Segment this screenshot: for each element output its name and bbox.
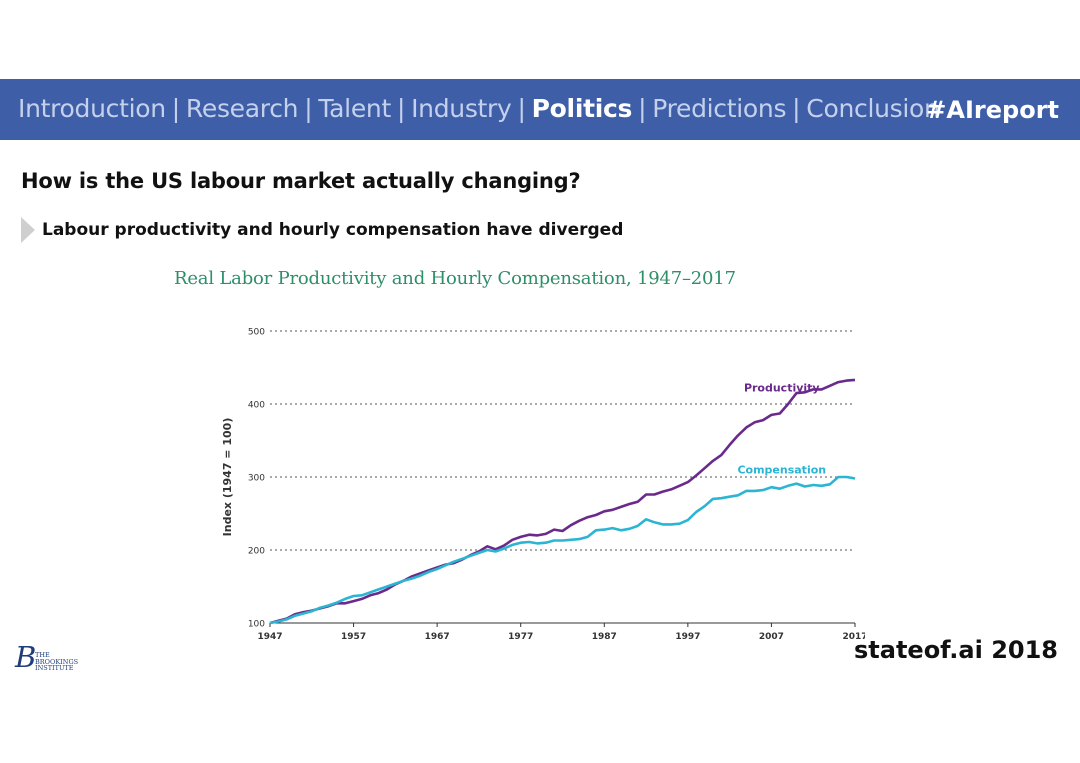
logo-line-1: THE [35, 651, 50, 659]
annotation-productivity: Productivity [744, 381, 820, 394]
nav-separator: | [171, 94, 180, 123]
nav-item-predictions[interactable]: Predictions [652, 94, 787, 123]
y-tick-label: 200 [248, 547, 265, 557]
nav-item-politics[interactable]: Politics [531, 94, 633, 123]
section-nav-items: Introduction | Research | Talent | Industry | Po… [18, 94, 940, 123]
logo-wordmark: THE BROOKINGS INSTITUTE [35, 652, 78, 672]
section-nav-bar: Introduction | Research | Talent | Industry | Po… [0, 79, 1080, 140]
y-tick-label: 400 [248, 401, 265, 411]
series-line-compensation [269, 475, 856, 625]
annotation-compensation: Compensation [737, 464, 826, 477]
footer-source: stateof.ai 2018 [853, 636, 1058, 664]
nav-item-research[interactable]: Research [185, 94, 299, 123]
nav-item-industry[interactable]: Industry [411, 94, 512, 123]
x-tick-label: 1947 [257, 632, 282, 642]
x-tick-label: 1987 [592, 632, 617, 642]
logo-line-2: BROOKINGS [35, 657, 79, 666]
y-tick-label: 500 [248, 328, 265, 338]
nav-separator: | [517, 94, 526, 123]
x-tick-label: 2017 [842, 632, 865, 642]
x-tick-label: 2007 [759, 632, 784, 642]
series-line-productivity [269, 378, 856, 625]
x-tick-label: 1997 [675, 632, 700, 642]
bullet-text: Labour productivity and hourly compensat… [42, 220, 624, 240]
nav-item-conclusion[interactable]: Conclusion [806, 94, 940, 123]
nav-separator: | [304, 94, 313, 123]
hashtag-label: #AIreport [926, 96, 1059, 124]
x-tick-label: 1957 [341, 632, 366, 642]
line-chart: 100 200 300 400 500 1947 1957 1967 1977 1987 1997 2… [221, 328, 865, 643]
nav-separator: | [396, 94, 406, 123]
logo-line-3: INSTITUTE [35, 664, 74, 672]
y-axis-title: Index (1947 = 100) [221, 418, 234, 537]
y-tick-label: 300 [248, 474, 265, 484]
y-tick-label: 100 [248, 620, 265, 630]
nav-item-talent[interactable]: Talent [318, 94, 391, 123]
chart-title: Real Labor Productivity and Hourly Compe… [174, 268, 736, 289]
logo-initial: B [15, 640, 37, 674]
nav-item-introduction[interactable]: Introduction [18, 94, 166, 123]
brookings-logo: B THE BROOKINGS INSTITUTE [15, 640, 85, 674]
x-tick-label: 1977 [508, 632, 533, 642]
bullet-arrow-icon [21, 217, 35, 243]
nav-separator: | [638, 94, 647, 123]
slide-headline: How is the US labour market actually cha… [21, 169, 581, 193]
x-tick-label: 1967 [425, 632, 450, 642]
nav-separator: | [792, 94, 801, 123]
